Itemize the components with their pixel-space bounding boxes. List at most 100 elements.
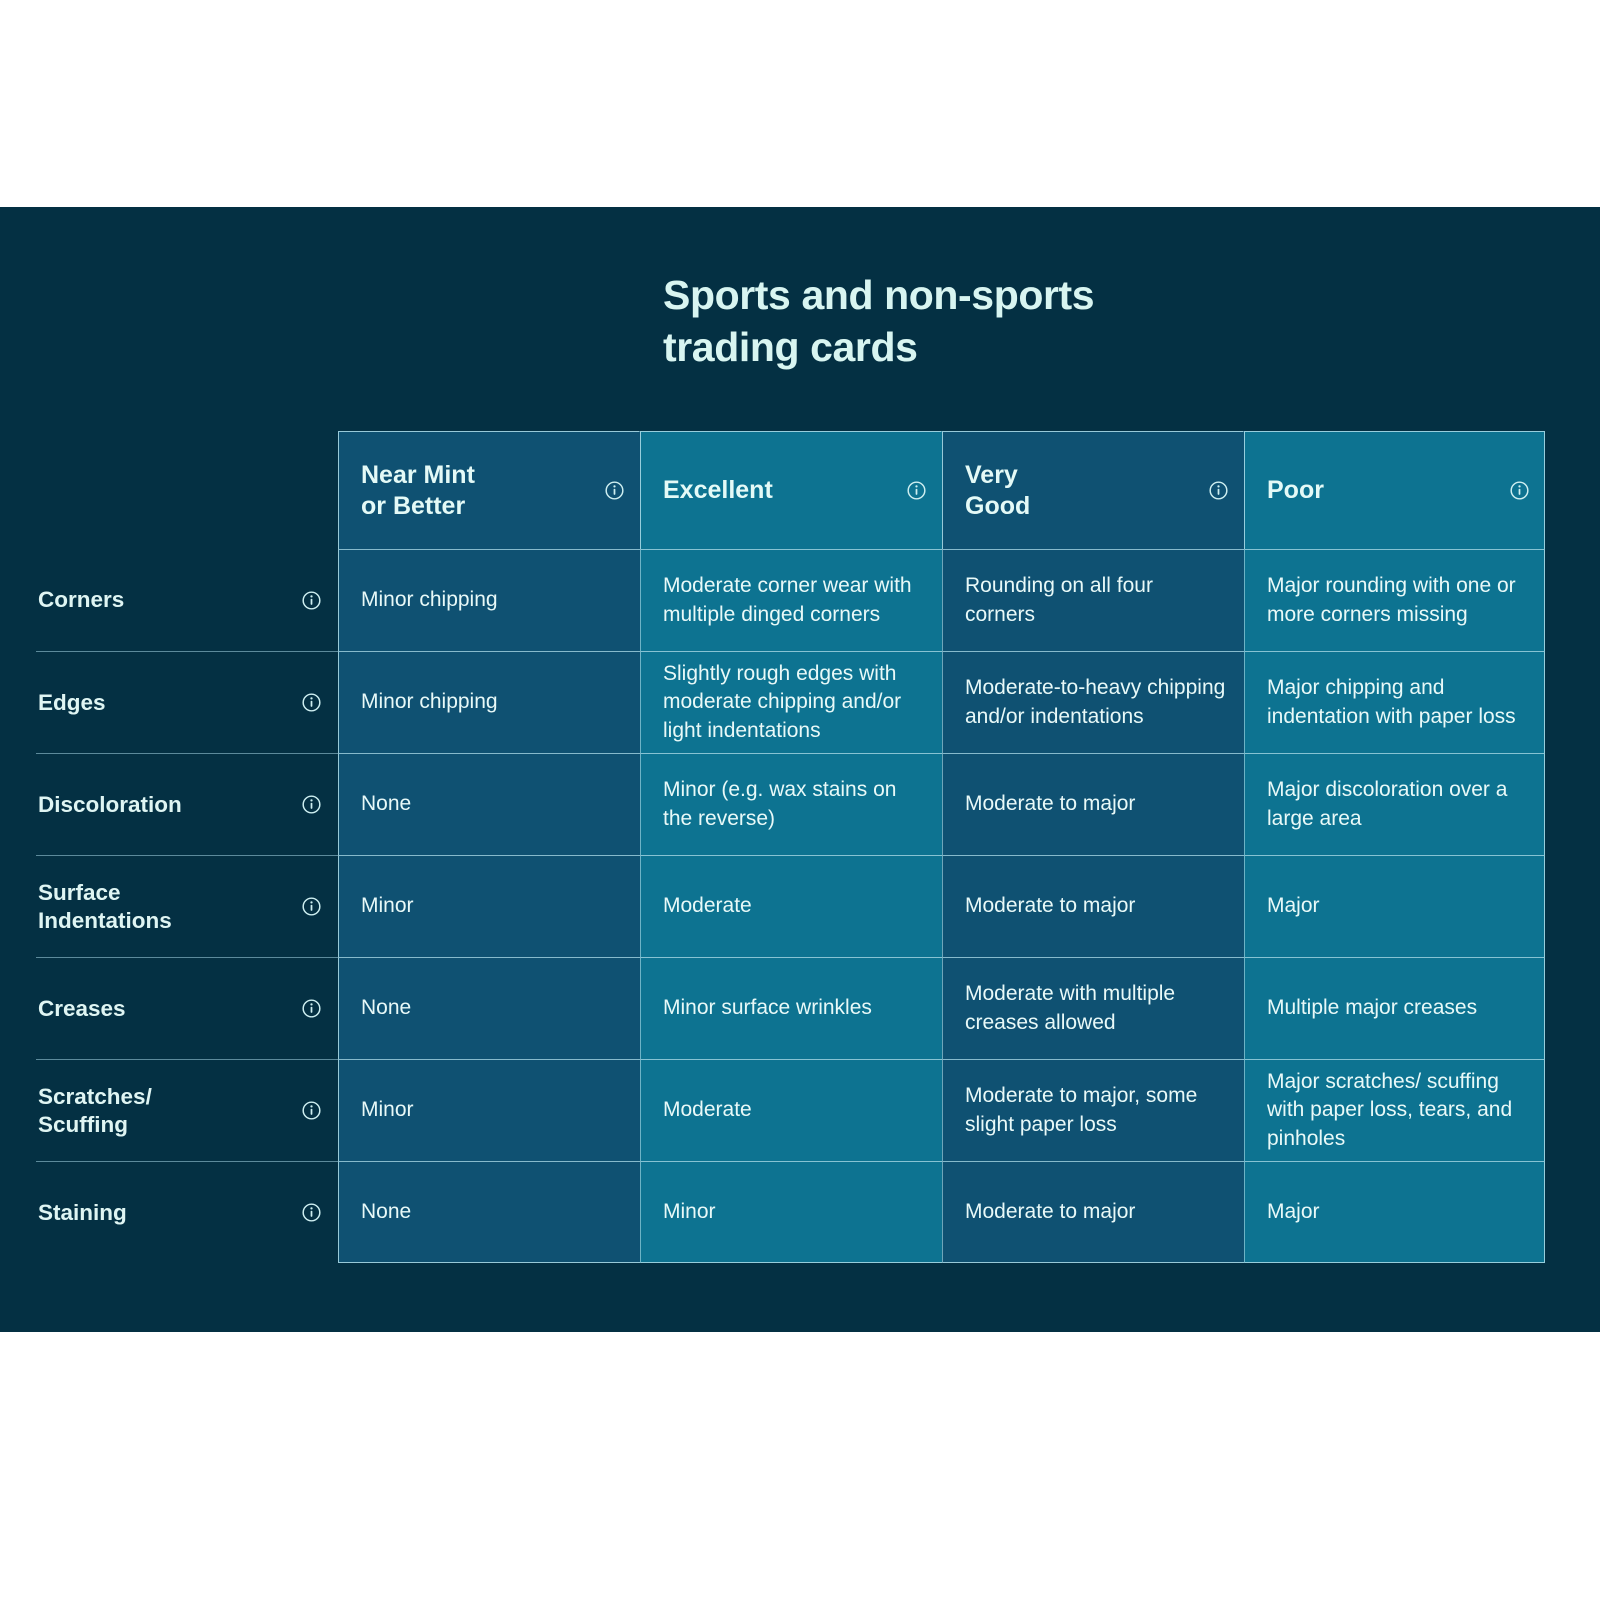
row-header-discoloration[interactable]: Discoloration: [36, 753, 338, 855]
row-header-line-1: Corners: [38, 587, 125, 613]
cell-text: Multiple major creases: [1267, 996, 1478, 1020]
table-cell: Rounding on all four corners: [942, 549, 1244, 651]
column-header-line-1: Very: [965, 460, 1018, 489]
row-header-staining[interactable]: Staining: [36, 1161, 338, 1263]
row-header-corners[interactable]: Corners: [36, 549, 338, 651]
page-title-line-2: trading cards: [663, 324, 918, 371]
table-cell: Minor: [338, 1059, 640, 1161]
column-header-excellent[interactable]: Excellent: [640, 431, 942, 549]
cell-text: Moderate to major: [965, 1199, 1136, 1223]
cell-text: Minor: [663, 1199, 716, 1223]
row-header-label: Discoloration: [38, 791, 301, 818]
cell-text: Moderate: [663, 1098, 752, 1122]
info-circle-icon[interactable]: [301, 998, 322, 1019]
info-circle-icon[interactable]: [906, 480, 927, 501]
row-header-surface-indentations[interactable]: Surface Indentations: [36, 855, 338, 957]
cell-text: Minor surface wrinkles: [663, 996, 872, 1020]
table-cell: Multiple major creases: [1244, 957, 1545, 1059]
cell-text: Major: [1267, 1199, 1320, 1223]
row-header-line-1: Discoloration: [38, 791, 182, 817]
column-header-line-1: Near Mint: [361, 460, 475, 489]
row-header-line-2: Indentations: [38, 907, 172, 933]
table-cell: Major scratches/ scuffing with paper los…: [1244, 1059, 1545, 1161]
table-cell: Moderate corner wear with multiple dinge…: [640, 549, 942, 651]
info-circle-icon[interactable]: [1509, 480, 1530, 501]
table-cell: Moderate with multiple creases allowed: [942, 957, 1244, 1059]
column-header-label: Excellent: [663, 475, 906, 506]
info-circle-icon[interactable]: [301, 692, 322, 713]
table-cell: Moderate-to-heavy chipping and/or indent…: [942, 651, 1244, 753]
cell-text: Major chipping and indentation with pape…: [1267, 676, 1516, 728]
page-title: Sports and non-sports trading cards: [663, 269, 1283, 374]
info-circle-icon[interactable]: [301, 590, 322, 611]
table-cell: Major rounding with one or more corners …: [1244, 549, 1545, 651]
column-header-line-1: Excellent: [663, 476, 773, 504]
table-cell: Moderate to major: [942, 1161, 1244, 1263]
cell-text: Minor chipping: [361, 690, 498, 714]
row-header-label: Creases: [38, 995, 301, 1022]
cell-text: Moderate-to-heavy chipping and/or indent…: [965, 676, 1226, 728]
content-panel: Sports and non-sports trading cards Near…: [0, 207, 1600, 1332]
cell-text: None: [361, 996, 412, 1020]
table-cell: Slightly rough edges with moderate chipp…: [640, 651, 942, 753]
info-circle-icon[interactable]: [1208, 480, 1229, 501]
row-header-edges[interactable]: Edges: [36, 651, 338, 753]
row-header-line-2: Scuffing: [38, 1111, 128, 1137]
table-cell: Major: [1244, 855, 1545, 957]
info-circle-icon[interactable]: [301, 1202, 322, 1223]
table-cell: Minor surface wrinkles: [640, 957, 942, 1059]
info-circle-icon[interactable]: [301, 896, 322, 917]
row-header-label: Staining: [38, 1199, 301, 1226]
cell-text: Moderate to major, some slight paper los…: [965, 1084, 1198, 1136]
cell-text: Moderate to major: [965, 894, 1136, 918]
row-header-label: Corners: [38, 586, 301, 613]
cell-text: Minor (e.g. wax stains on the reverse): [663, 778, 897, 830]
cell-text: Major: [1267, 894, 1320, 918]
cell-text: Major scratches/ scuffing with paper los…: [1267, 1070, 1513, 1150]
info-circle-icon[interactable]: [604, 480, 625, 501]
cell-text: Rounding on all four corners: [965, 574, 1153, 626]
cell-text: Major rounding with one or more corners …: [1267, 574, 1516, 626]
row-header-label: Surface Indentations: [38, 879, 301, 934]
row-header-label: Scratches/ Scuffing: [38, 1083, 301, 1138]
cell-text: Moderate to major: [965, 792, 1136, 816]
table-cell: Minor chipping: [338, 549, 640, 651]
table-cell: Major chipping and indentation with pape…: [1244, 651, 1545, 753]
cell-text: None: [361, 1199, 412, 1223]
column-header-poor[interactable]: Poor: [1244, 431, 1545, 549]
table-cell: Moderate to major, some slight paper los…: [942, 1059, 1244, 1161]
table-cell: Moderate: [640, 855, 942, 957]
cell-text: Moderate corner wear with multiple dinge…: [663, 574, 912, 626]
info-circle-icon[interactable]: [301, 794, 322, 815]
table-cell: Minor: [640, 1161, 942, 1263]
row-header-creases[interactable]: Creases: [36, 957, 338, 1059]
column-header-very-good[interactable]: Very Good: [942, 431, 1244, 549]
info-circle-icon[interactable]: [301, 1100, 322, 1121]
cell-text: Minor chipping: [361, 588, 498, 612]
row-header-line-1: Surface: [38, 880, 121, 906]
table-cell: Minor (e.g. wax stains on the reverse): [640, 753, 942, 855]
table-cell: Major discoloration over a large area: [1244, 753, 1545, 855]
row-header-line-1: Scratches/: [38, 1084, 152, 1110]
column-header-line-2: Good: [965, 491, 1031, 520]
table-cell: Major: [1244, 1161, 1545, 1263]
cell-text: Major discoloration over a large area: [1267, 778, 1508, 830]
table-cell: Minor chipping: [338, 651, 640, 753]
row-header-scratches-scuffing[interactable]: Scratches/ Scuffing: [36, 1059, 338, 1161]
table-cell: Moderate: [640, 1059, 942, 1161]
column-header-label: Poor: [1267, 475, 1509, 506]
table-cell: None: [338, 957, 640, 1059]
cell-text: Moderate with multiple creases allowed: [965, 982, 1176, 1034]
page-title-line-1: Sports and non-sports: [663, 272, 1095, 318]
cell-text: Slightly rough edges with moderate chipp…: [663, 662, 902, 742]
column-header-label: Near Mint or Better: [361, 460, 604, 522]
row-header-label: Edges: [38, 689, 301, 716]
cell-text: None: [361, 792, 412, 816]
table-cell: None: [338, 753, 640, 855]
table-cell: Moderate to major: [942, 753, 1244, 855]
column-header-near-mint-or-better[interactable]: Near Mint or Better: [338, 431, 640, 549]
table-grid: Near Mint or Better Excellent: [36, 431, 1545, 1263]
grading-condition-table: Near Mint or Better Excellent: [36, 431, 1545, 1302]
cell-text: Minor: [361, 894, 414, 918]
